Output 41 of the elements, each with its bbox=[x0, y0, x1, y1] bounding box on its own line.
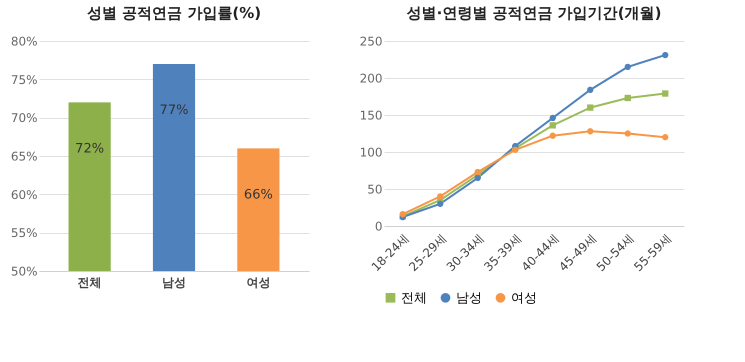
x-tick-label: 남성 bbox=[162, 276, 186, 290]
legend-label: 남성 bbox=[456, 290, 482, 306]
point bbox=[662, 90, 668, 97]
point bbox=[400, 211, 406, 218]
point bbox=[550, 132, 556, 139]
point bbox=[624, 64, 631, 70]
x-tick-label: 전체 bbox=[78, 276, 102, 290]
y-tick-label: 50% bbox=[10, 264, 38, 278]
y-tick-label: 0 bbox=[374, 220, 382, 234]
y-tick-label: 150 bbox=[360, 108, 382, 122]
y-tick-label: 80% bbox=[10, 34, 38, 48]
y-tick-label: 55% bbox=[10, 226, 38, 240]
y-tick-label: 100 bbox=[360, 146, 382, 160]
y-tick-label: 60% bbox=[10, 188, 38, 202]
legend-label: 전체 bbox=[401, 290, 427, 306]
legend-label: 여성 bbox=[511, 290, 537, 306]
data-label: 66% bbox=[244, 187, 273, 202]
y-tick-label: 200 bbox=[360, 72, 382, 86]
point bbox=[550, 122, 556, 129]
point bbox=[624, 130, 631, 137]
x-tick-label: 여성 bbox=[246, 276, 270, 290]
y-tick-label: 75% bbox=[10, 72, 38, 87]
point bbox=[587, 86, 594, 93]
y-tick-label: 50 bbox=[367, 182, 382, 196]
chart-title: 성별·연령별 공적연금 가입기간(개월) bbox=[406, 4, 662, 22]
point bbox=[587, 104, 594, 111]
point bbox=[662, 52, 668, 58]
y-tick-label: 70% bbox=[10, 111, 38, 126]
point bbox=[662, 134, 668, 140]
data-label: 77% bbox=[160, 103, 188, 118]
point bbox=[550, 114, 556, 122]
data-label: 72% bbox=[75, 141, 104, 156]
y-tick-label: 65% bbox=[10, 150, 38, 164]
point bbox=[587, 128, 594, 134]
point bbox=[474, 174, 481, 182]
point bbox=[474, 168, 481, 176]
point bbox=[624, 94, 631, 102]
chart-title: 성별 공적연금 가입률(%) bbox=[86, 4, 262, 22]
point bbox=[437, 200, 444, 207]
point bbox=[437, 193, 444, 200]
y-tick-label: 250 bbox=[360, 34, 382, 48]
